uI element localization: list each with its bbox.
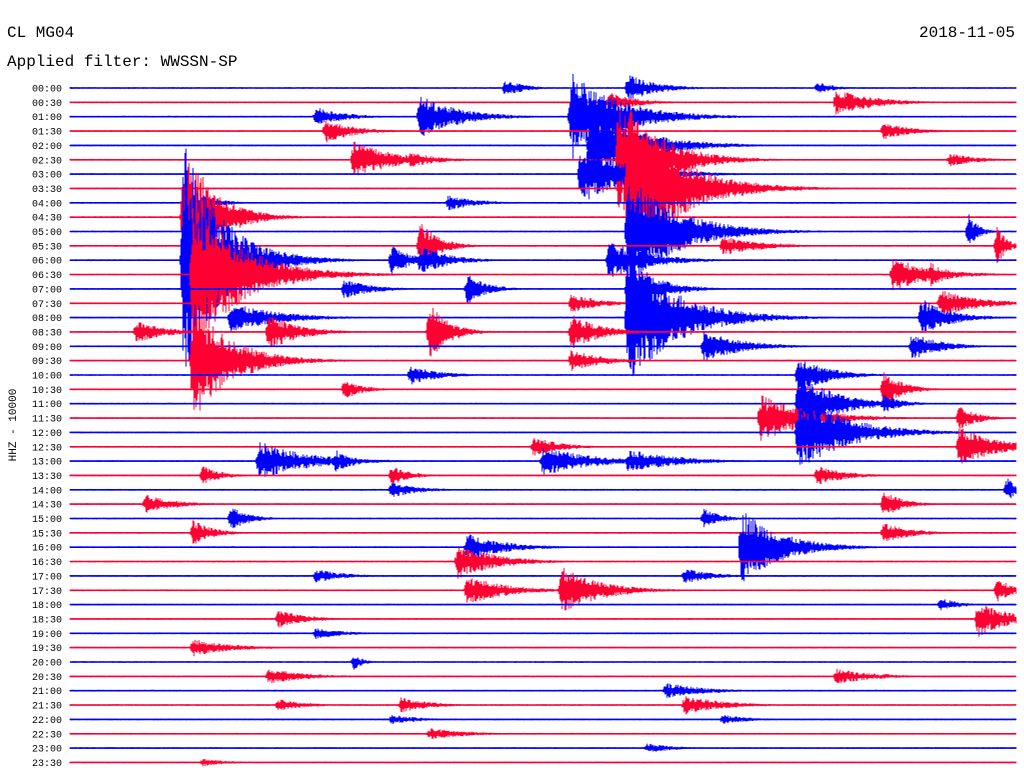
seismic-trace: [69, 186, 1017, 286]
row-time-label: 09:30: [32, 357, 62, 368]
seismic-trace: [69, 668, 1017, 684]
seismic-trace: [69, 162, 1017, 281]
seismic-trace: [69, 520, 1017, 544]
seismic-trace: [69, 569, 1017, 583]
row-time-label: 20:30: [32, 673, 62, 684]
seismic-trace: [69, 639, 1017, 657]
row-time-label: 02:30: [32, 156, 62, 167]
row-time-label: 11:00: [32, 400, 62, 411]
traces: [69, 74, 1017, 767]
seismic-trace: [69, 75, 1017, 101]
seismic-trace: [69, 110, 1017, 267]
seismic-trace: [69, 442, 1017, 477]
seismic-trace: [69, 715, 1017, 724]
row-time-label: 17:30: [32, 587, 62, 598]
row-time-label: 19:30: [32, 644, 62, 655]
date-label: 2018-11-05: [919, 24, 1015, 42]
seismic-trace: [69, 74, 1017, 159]
seismic-trace: [69, 657, 1017, 670]
seismic-trace: [69, 361, 1017, 394]
row-time-label: 05:00: [32, 228, 62, 239]
seismic-trace: [69, 547, 1017, 579]
row-time-label: 12:00: [32, 429, 62, 440]
row-time-label: 06:30: [32, 271, 62, 282]
seismic-trace: [69, 743, 1017, 752]
row-time-label: 16:00: [32, 544, 62, 555]
seismic-trace: [69, 759, 1017, 767]
row-time-label: 04:30: [32, 214, 62, 225]
row-time-label: 04:00: [32, 199, 62, 210]
seismic-trace: [69, 605, 1017, 637]
seismic-trace: [69, 466, 1017, 485]
row-time-label: 21:00: [32, 687, 62, 698]
seismic-trace: [69, 291, 1017, 317]
seismic-trace: [69, 308, 1017, 357]
row-time-label: 08:00: [32, 314, 62, 325]
row-labels: 00:00 00:30 01:00 01:30 02:00 02:30 03:00 03:30…: [32, 85, 62, 770]
y-axis-label: HHZ - 10000: [8, 389, 20, 462]
row-time-label: 19:00: [32, 630, 62, 641]
row-time-label: 05:30: [32, 242, 62, 253]
row-time-label: 22:00: [32, 716, 62, 727]
seismic-trace: [69, 259, 1017, 377]
row-time-label: 01:00: [32, 113, 62, 124]
row-time-label: 11:30: [32, 415, 62, 426]
row-time-label: 00:00: [32, 85, 62, 96]
row-time-label: 08:30: [32, 328, 62, 339]
seismic-trace: [69, 428, 1017, 464]
row-time-label: 20:00: [32, 659, 62, 670]
seismic-trace: [69, 312, 1017, 411]
seismic-trace: [69, 513, 1017, 582]
row-time-label: 10:00: [32, 372, 62, 383]
row-time-label: 14:30: [32, 501, 62, 512]
row-time-label: 03:30: [32, 185, 62, 196]
seismic-trace: [69, 478, 1017, 499]
seismic-trace: [69, 567, 1017, 611]
row-time-label: 09:00: [32, 343, 62, 354]
seismic-trace: [69, 148, 1017, 367]
seismic-trace: [69, 107, 1017, 177]
row-time-label: 18:00: [32, 601, 62, 612]
seismic-trace: [69, 208, 1017, 351]
row-time-label: 15:30: [32, 529, 62, 540]
row-time-label: 13:30: [32, 472, 62, 483]
seismic-trace: [69, 628, 1017, 639]
seismic-trace: [69, 508, 1017, 529]
seismic-trace: [69, 696, 1017, 715]
row-time-label: 17:00: [32, 572, 62, 583]
row-time-label: 22:30: [32, 730, 62, 741]
row-time-label: 07:30: [32, 300, 62, 311]
seismic-trace: [69, 599, 1017, 611]
seismic-trace: [69, 331, 1017, 361]
seismic-trace: [69, 683, 1017, 698]
row-time-label: 12:30: [32, 443, 62, 454]
row-time-label: 23:30: [32, 759, 62, 770]
row-time-label: 18:30: [32, 615, 62, 626]
row-time-label: 23:00: [32, 745, 62, 756]
row-time-label: 07:00: [32, 285, 62, 296]
seismic-trace: [69, 263, 1017, 313]
seismic-trace: [69, 224, 1017, 263]
row-time-label: 01:30: [32, 128, 62, 139]
row-time-label: 10:30: [32, 386, 62, 397]
row-time-label: 03:00: [32, 171, 62, 182]
row-time-label: 02:00: [32, 142, 62, 153]
seismic-trace: [69, 492, 1017, 513]
row-time-label: 21:30: [32, 702, 62, 713]
row-time-label: 16:30: [32, 558, 62, 569]
row-time-label: 06:00: [32, 257, 62, 268]
row-time-label: 14:00: [32, 486, 62, 497]
seismic-trace: [69, 728, 1017, 739]
seismic-trace: [69, 109, 1017, 210]
filter-label: Applied filter: WWSSN-SP: [7, 53, 237, 71]
seismic-trace: [69, 396, 1017, 465]
row-time-label: 00:30: [32, 99, 62, 110]
row-time-label: 15:00: [32, 515, 62, 526]
station-label: CL MG04: [7, 24, 74, 42]
seismic-trace: [69, 194, 1017, 212]
row-time-label: 13:00: [32, 458, 62, 469]
seismic-trace: [69, 379, 1017, 428]
